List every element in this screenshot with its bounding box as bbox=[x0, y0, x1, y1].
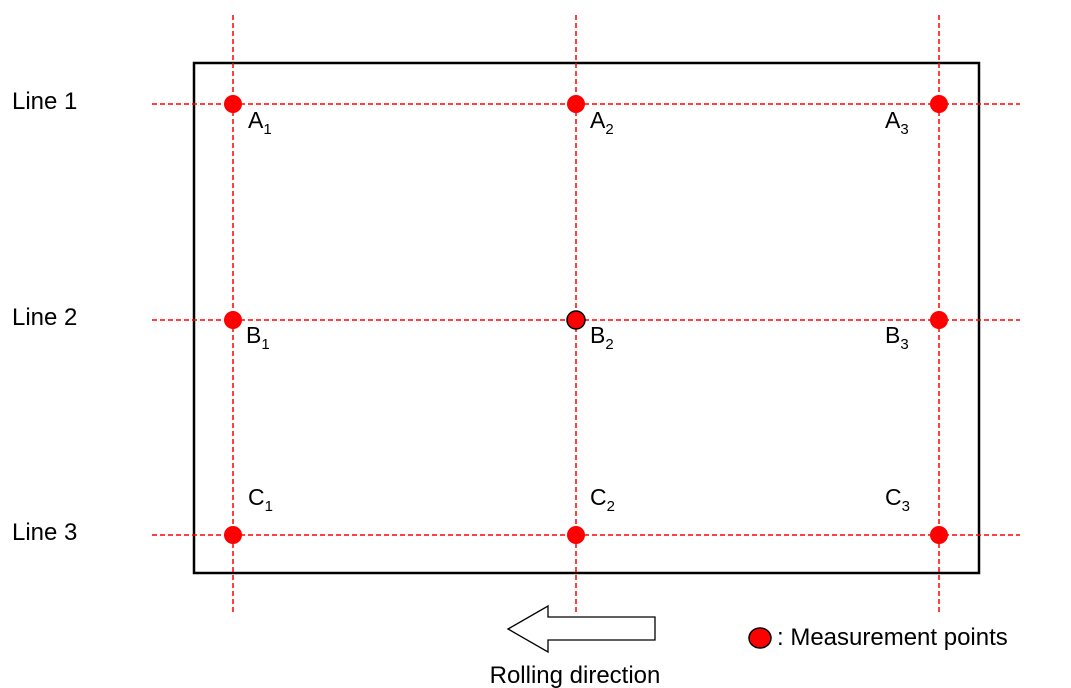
point-label-c3: C3 bbox=[885, 484, 910, 515]
point-label-a3: A3 bbox=[885, 107, 909, 138]
legend-label: : Measurement points bbox=[777, 624, 1008, 651]
point-marker-c3 bbox=[930, 526, 948, 544]
point-label-c1: C1 bbox=[248, 484, 273, 515]
point-marker-c1 bbox=[224, 526, 242, 544]
sheet-frame bbox=[192, 61, 981, 575]
line-label-3: Line 3 bbox=[12, 519, 77, 546]
point-label-b1: B1 bbox=[246, 322, 270, 353]
point-label-a2: A2 bbox=[590, 107, 614, 138]
rolling-direction-label: Rolling direction bbox=[490, 662, 661, 688]
line-label-2: Line 2 bbox=[12, 304, 77, 331]
point-marker-b1 bbox=[224, 311, 242, 329]
point-label-c2: C2 bbox=[590, 484, 615, 515]
point-marker-a2 bbox=[567, 95, 585, 113]
legend-marker bbox=[748, 627, 772, 649]
point-marker-b3 bbox=[930, 311, 948, 329]
point-marker-c2 bbox=[567, 526, 585, 544]
rolling-direction-arrow bbox=[506, 604, 656, 654]
point-label-b3: B3 bbox=[885, 322, 909, 353]
line-label-1: Line 1 bbox=[12, 88, 77, 115]
point-marker-a3 bbox=[930, 95, 948, 113]
point-marker-a1 bbox=[224, 95, 242, 113]
point-marker-b2 bbox=[566, 310, 586, 330]
point-label-a1: A1 bbox=[248, 107, 272, 138]
point-label-b2: B2 bbox=[590, 322, 614, 353]
